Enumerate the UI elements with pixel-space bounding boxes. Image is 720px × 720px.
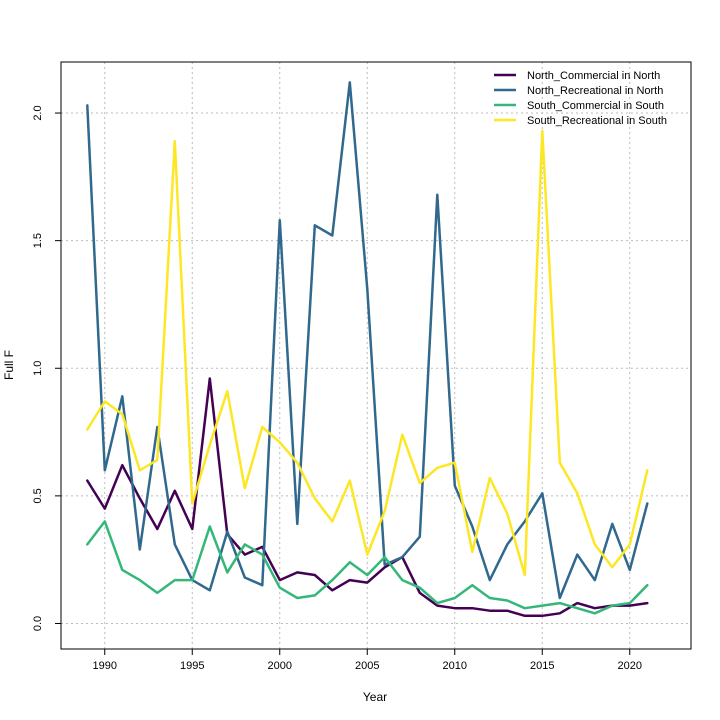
legend-label: South_Recreational in South [527, 115, 667, 127]
series-lines [86, 81, 649, 618]
x-tick-label: 2020 [618, 660, 642, 672]
y-tick-label: 1.5 [32, 233, 44, 248]
x-axis-title: Year [363, 690, 387, 704]
series-line-1 [86, 377, 649, 618]
y-tick-label: 0.0 [32, 616, 44, 631]
x-tick-label: 2005 [355, 660, 379, 672]
x-tick-label: 2015 [530, 660, 554, 672]
grid-lines [61, 62, 691, 649]
x-tick-label: 1990 [93, 660, 117, 672]
y-axis-title: Full F [2, 350, 16, 380]
legend-label: North_Commercial in North [527, 70, 660, 82]
y-axis: 0.0 0.5 1.0 1.5 2.0 [32, 105, 61, 631]
y-tick-label: 2.0 [32, 105, 44, 120]
x-tick-label: 2000 [268, 660, 292, 672]
y-tick-label: 1.0 [32, 361, 44, 376]
legend-label: North_Recreational in North [527, 85, 663, 97]
x-tick-label: 2010 [443, 660, 467, 672]
legend-label: South_Commercial in South [527, 100, 664, 112]
y-tick-label: 0.5 [32, 488, 44, 503]
legend: North_Commercial in North North_Recreatio… [494, 70, 667, 127]
series-line-3 [86, 520, 649, 615]
series-line-2 [86, 81, 649, 600]
plot-frame [60, 61, 692, 650]
series-line-4 [86, 129, 649, 577]
x-tick-label: 1995 [180, 660, 204, 672]
x-axis: 1990 1995 2000 2005 2010 2015 2020 [93, 649, 642, 672]
